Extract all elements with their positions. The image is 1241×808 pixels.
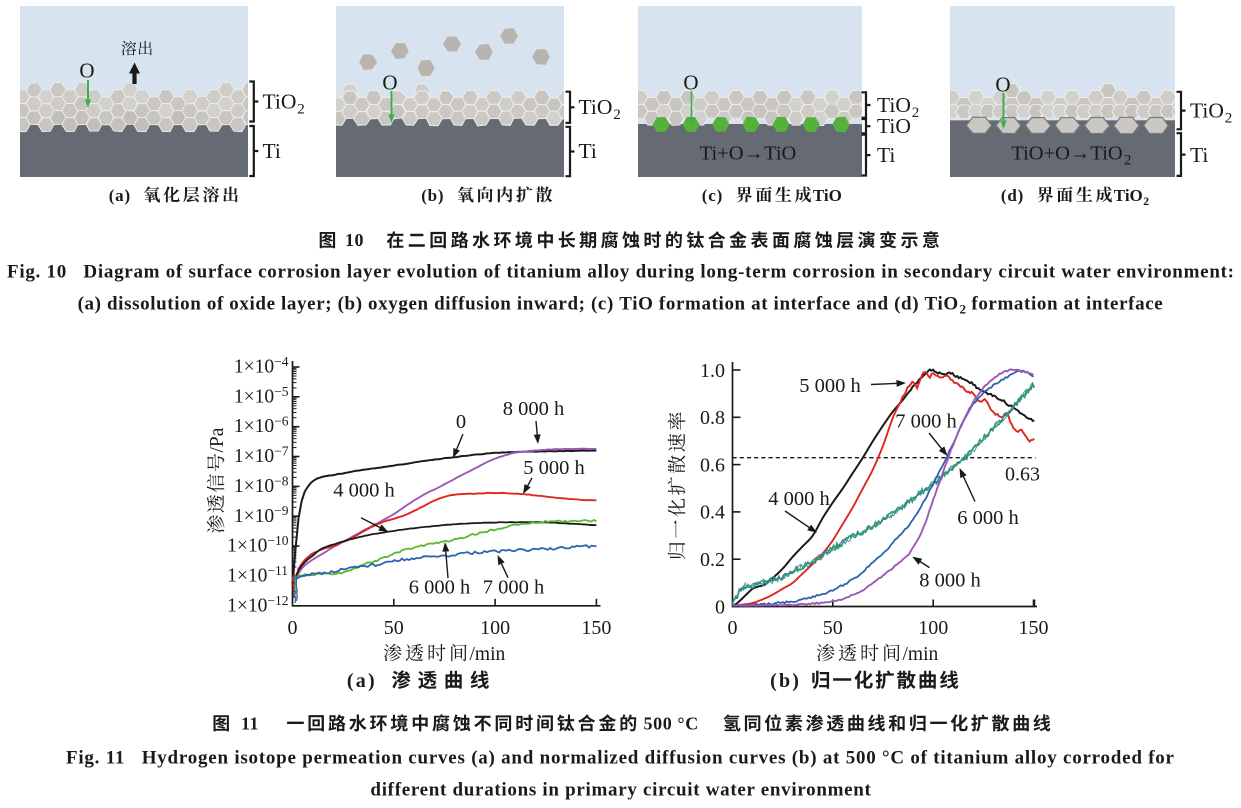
svg-text:−10: −10: [267, 533, 288, 548]
svg-text:TiO: TiO: [877, 93, 911, 117]
svg-text:7 000 h: 7 000 h: [483, 576, 545, 598]
svg-text:0.6: 0.6: [700, 454, 725, 476]
svg-text:1×10: 1×10: [227, 595, 267, 616]
svg-text:4 000 h: 4 000 h: [768, 488, 830, 510]
svg-text:2: 2: [960, 301, 967, 316]
svg-text:0: 0: [288, 617, 298, 639]
svg-text:50: 50: [823, 617, 843, 639]
svg-text:TiO: TiO: [579, 95, 613, 119]
svg-text:11: 11: [241, 713, 259, 733]
svg-text:TiO: TiO: [263, 90, 297, 114]
svg-text:1×10: 1×10: [234, 506, 274, 527]
svg-text:2: 2: [1124, 153, 1132, 169]
svg-text:50: 50: [384, 617, 404, 639]
svg-text:2: 2: [297, 102, 305, 118]
svg-text:Ti: Ti: [263, 139, 281, 163]
svg-text:0.2: 0.2: [700, 549, 725, 571]
svg-text:TiO: TiO: [813, 186, 842, 205]
svg-text:−8: −8: [274, 473, 289, 488]
svg-text:formation at interface: formation at interface: [966, 293, 1163, 314]
svg-text:2: 2: [613, 107, 621, 123]
svg-text:/min: /min: [470, 644, 506, 665]
svg-text:−11: −11: [267, 563, 288, 578]
svg-text:4 000 h: 4 000 h: [333, 479, 395, 501]
svg-text:1×10: 1×10: [234, 357, 274, 378]
svg-text:500 °C: 500 °C: [644, 713, 699, 733]
svg-text:/min: /min: [903, 644, 939, 665]
svg-text:different durations in primary: different durations in primary circuit w…: [370, 779, 871, 800]
svg-text:1×10: 1×10: [234, 446, 274, 467]
svg-text:1×10: 1×10: [227, 536, 267, 557]
svg-text:2: 2: [1143, 194, 1149, 208]
svg-text:100: 100: [480, 617, 510, 639]
svg-text:(b): (b): [421, 186, 444, 205]
svg-text:5 000 h: 5 000 h: [523, 457, 585, 479]
svg-text:150: 150: [581, 617, 611, 639]
svg-text:Ti: Ti: [579, 139, 597, 163]
svg-text:(a): (a): [109, 186, 131, 205]
svg-text:Fig. 11 Hydrogen isotope per: Fig. 11 Hydrogen isotope permeation curv…: [66, 747, 1175, 768]
svg-text:−12: −12: [267, 593, 288, 608]
svg-text:−5: −5: [274, 384, 289, 399]
svg-text:(a) dissolution of oxide layer: (a) dissolution of oxide layer; (b) oxyg…: [78, 293, 959, 314]
svg-text:Ti: Ti: [1190, 143, 1208, 167]
svg-text:(c): (c): [702, 186, 723, 205]
svg-text:O: O: [382, 71, 397, 95]
svg-text:TiO: TiO: [877, 114, 911, 138]
svg-text:1×10: 1×10: [234, 416, 274, 437]
svg-text:0.63: 0.63: [1005, 463, 1040, 485]
svg-text:−4: −4: [274, 354, 289, 369]
svg-text:(d): (d): [1001, 186, 1024, 205]
svg-text:−7: −7: [274, 444, 289, 459]
svg-text:−6: −6: [274, 414, 289, 429]
svg-text:8 000 h: 8 000 h: [919, 569, 981, 591]
svg-text:Ti+O→TiO: Ti+O→TiO: [700, 143, 797, 165]
svg-text:0: 0: [456, 411, 466, 433]
svg-text:5 000 h: 5 000 h: [799, 375, 861, 397]
svg-text:7 000 h: 7 000 h: [895, 410, 957, 432]
svg-text:100: 100: [918, 617, 948, 639]
svg-text:8 000 h: 8 000 h: [503, 398, 565, 420]
svg-text:1×10: 1×10: [234, 386, 274, 407]
svg-text:(a): (a): [347, 670, 377, 692]
svg-text:1×10: 1×10: [234, 476, 274, 497]
svg-text:TiO: TiO: [1114, 186, 1143, 205]
svg-text:0.4: 0.4: [700, 502, 725, 524]
svg-text:O: O: [79, 59, 94, 83]
svg-text:0: 0: [715, 596, 725, 618]
svg-text:6 000 h: 6 000 h: [957, 507, 1019, 529]
svg-text:O: O: [995, 73, 1010, 97]
svg-text:Fig. 10 Diagram of surface c: Fig. 10 Diagram of surface corrosion lay…: [7, 261, 1234, 282]
svg-text:Ti: Ti: [877, 143, 895, 167]
svg-text:2: 2: [912, 105, 920, 121]
svg-text:TiO+O→TiO: TiO+O→TiO: [1011, 143, 1122, 165]
svg-text:0.8: 0.8: [700, 407, 725, 429]
svg-text:1×10: 1×10: [227, 565, 267, 586]
svg-text:TiO: TiO: [1190, 99, 1224, 123]
svg-text:150: 150: [1019, 617, 1049, 639]
svg-text:0: 0: [728, 617, 738, 639]
svg-text:2: 2: [1225, 111, 1233, 127]
svg-text:/Pa: /Pa: [207, 427, 228, 452]
svg-text:10: 10: [345, 230, 364, 250]
svg-text:(b): (b): [770, 670, 801, 692]
svg-text:−9: −9: [274, 503, 289, 518]
svg-text:6 000 h: 6 000 h: [409, 576, 471, 598]
svg-text:1.0: 1.0: [700, 360, 725, 382]
svg-text:O: O: [683, 71, 698, 95]
